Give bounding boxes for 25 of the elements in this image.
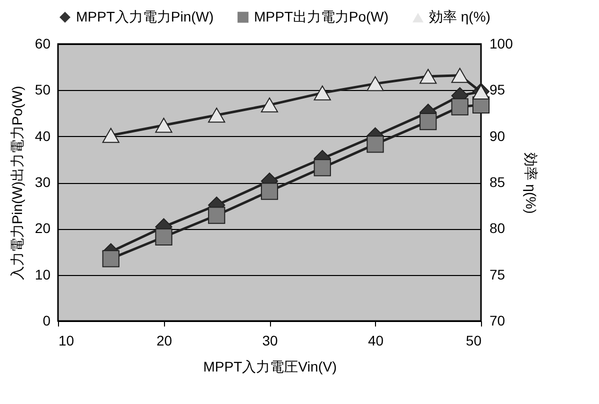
legend-label: 効率 η(%) [429, 8, 490, 25]
legend-label: MPPT入力電力Pin(W) [76, 8, 214, 24]
x-tick-label: 20 [156, 332, 172, 348]
y-tick-label: 40 [34, 128, 51, 144]
y2-tick-label: 100 [490, 36, 514, 52]
y2-tick-label: 85 [490, 174, 506, 190]
y-tick-label: 60 [34, 36, 51, 52]
y-tick-label: 20 [34, 220, 51, 236]
x-tick-label: 40 [368, 332, 384, 348]
x-tick-label: 50 [466, 332, 482, 348]
y2-tick-label: 75 [490, 266, 506, 282]
y-tick-label: 10 [34, 266, 51, 282]
y2-tick-label: 90 [490, 128, 506, 144]
x-axis-title: MPPT入力電圧Vin(V) [203, 358, 337, 374]
y-tick-label: 50 [34, 82, 51, 98]
x-tick-label: 30 [262, 332, 278, 348]
legend-label: MPPT出力電力Po(W) [254, 8, 389, 24]
y-tick-label: 0 [42, 312, 51, 328]
x-tick-label: 10 [58, 332, 74, 348]
y2-tick-label: 70 [490, 312, 506, 328]
y2-tick-label: 80 [490, 220, 506, 236]
y2-axis-title: 効率 η(%) [522, 152, 539, 214]
y2-tick-label: 95 [490, 82, 506, 98]
y-axis-title: 入力電力Pin(W)出力電力Po(W) [8, 86, 25, 280]
y-tick-label: 30 [34, 174, 51, 190]
